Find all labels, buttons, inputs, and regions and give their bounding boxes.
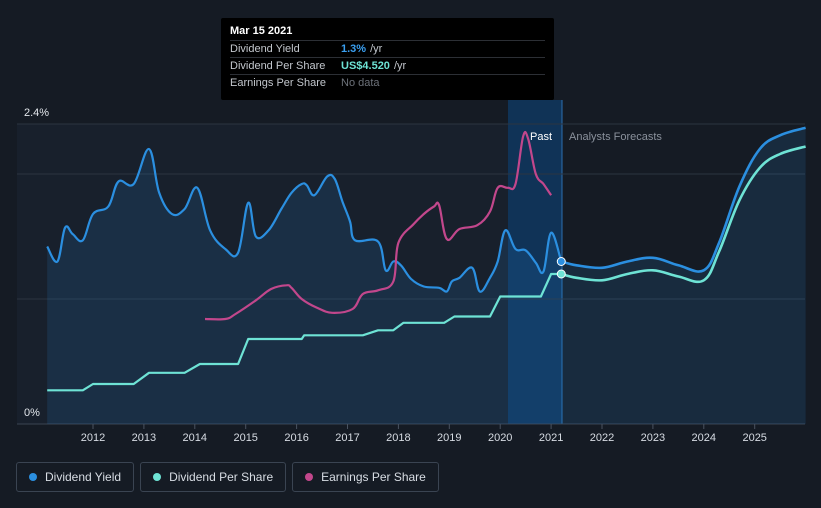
x-tick-label: 2023 [641, 432, 665, 444]
x-tick-label: 2020 [488, 432, 512, 444]
tooltip-row-dividend-yield: Dividend Yield 1.3% /yr [230, 40, 545, 57]
x-tick-label: 2022 [590, 432, 614, 444]
earnings-per-share-line [204, 130, 553, 321]
series-areas [47, 127, 806, 425]
tooltip-unit: /yr [370, 43, 383, 55]
dividend-yield-forecast-line [560, 126, 806, 273]
y-tick-label: 2.4% [24, 107, 49, 119]
legend-dot-icon [305, 473, 314, 481]
legend-item-dividend-per-share[interactable]: Dividend Per Share [140, 462, 287, 492]
legend-dot-icon [153, 473, 162, 481]
legend-label: Dividend Per Share [169, 470, 274, 484]
tooltip-value: US$4.520 [341, 60, 390, 72]
x-tick-label: 2025 [742, 432, 766, 444]
tooltip-unit: /yr [393, 60, 407, 72]
tooltip-row-earnings-per-share: Earnings Per Share No data [230, 74, 545, 91]
x-tick-label: 2019 [437, 432, 461, 444]
x-axis-ticks: 2012 2013 2014 2015 2016 2017 2018 2019 2020 2021… [81, 424, 767, 444]
tooltip-label: Earnings Per Share [230, 77, 326, 89]
dividend-per-share-marker [556, 269, 566, 279]
x-tick-label: 2014 [183, 432, 207, 444]
tooltip-date: Mar 15 2021 [230, 25, 293, 37]
x-tick-label: 2021 [539, 432, 563, 444]
legend-label: Dividend Yield [45, 470, 122, 484]
dividend-per-share-line [47, 272, 562, 392]
dividend-yield-area [47, 127, 806, 425]
x-tick-label: 2017 [335, 432, 359, 444]
x-tick-label: 2015 [233, 432, 257, 444]
tooltip-value: 1.3% [341, 43, 367, 55]
x-tick-label: 2016 [284, 432, 308, 444]
tooltip-row-dividend-per-share: Dividend Per Share US$4.520 /yr [230, 57, 545, 74]
past-label: Past [530, 131, 552, 143]
y-tick-label: 0% [24, 407, 40, 419]
legend-item-earnings-per-share[interactable]: Earnings Per Share [292, 462, 439, 492]
tooltip-label: Dividend Per Share [230, 60, 326, 72]
x-tick-label: 2012 [81, 432, 105, 444]
gridlines [17, 123, 805, 425]
legend-item-dividend-yield[interactable]: Dividend Yield [16, 462, 135, 492]
x-tick-label: 2013 [132, 432, 156, 444]
chart-legend: Dividend Yield Dividend Per Share Earnin… [16, 462, 439, 492]
hover-markers [556, 257, 566, 279]
x-tick-label: 2024 [692, 432, 716, 444]
dividend-yield-line [46, 147, 563, 293]
dividend-yield-marker [556, 257, 566, 266]
legend-label: Earnings Per Share [321, 470, 426, 484]
tooltip-value: No data [341, 77, 380, 89]
forecast-label: Analysts Forecasts [569, 131, 662, 143]
hover-tooltip: Mar 15 2021 Dividend Yield 1.3% /yr Divi… [221, 18, 554, 100]
series-lines [46, 126, 806, 392]
y-axis-ticks: 0% 2.4% [24, 107, 49, 419]
dividend-per-share-forecast-line [560, 145, 806, 284]
x-tick-label: 2018 [386, 432, 410, 444]
legend-dot-icon [29, 473, 37, 481]
tooltip-label: Dividend Yield [230, 43, 300, 55]
